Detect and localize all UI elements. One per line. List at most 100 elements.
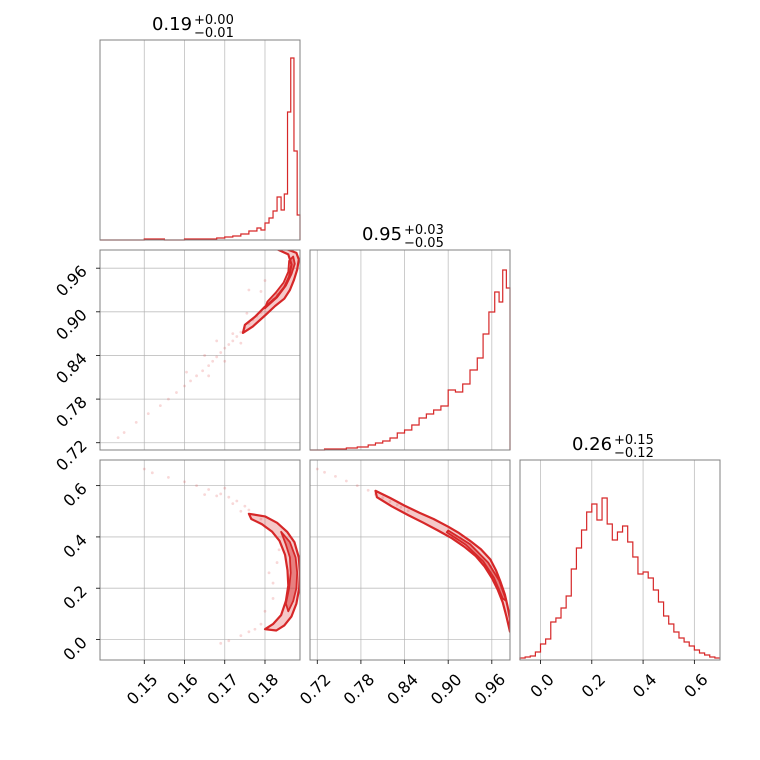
histogram-step-p1 <box>310 269 511 451</box>
sample-point <box>227 495 231 499</box>
x-tick-label-p1: 0.72 <box>296 670 335 709</box>
y-tick-label-p2: 0.2 <box>59 582 90 613</box>
sample-point <box>366 488 370 492</box>
sample-point <box>235 335 239 338</box>
hist-panel-p0: 0.19 +0.00−0.01 <box>99 13 301 241</box>
sample-point <box>388 500 392 503</box>
contour-inner <box>445 529 508 602</box>
sample-point <box>203 354 207 357</box>
sample-point <box>355 484 359 488</box>
sample-point <box>219 351 223 354</box>
x-tick-label-p2: 0.4 <box>629 670 660 701</box>
sample-point <box>277 548 281 552</box>
sample-point <box>211 359 215 363</box>
sample-point <box>231 502 235 505</box>
sample-point <box>231 339 235 343</box>
y-tick-label-p2: 0.4 <box>59 530 90 561</box>
sample-point <box>271 581 275 585</box>
x-tick-label-p0: 0.17 <box>203 670 242 709</box>
title-minus: −0.12 <box>614 446 654 461</box>
sample-point <box>334 475 337 478</box>
x-tick-label-p2: 0.0 <box>526 670 557 701</box>
title-plus: +0.00 <box>194 13 234 28</box>
histogram-step-p0 <box>100 57 301 241</box>
panel-frame <box>519 459 721 661</box>
y-tick-label-p1: 0.78 <box>52 392 91 431</box>
sample-point <box>315 467 319 471</box>
x-tick-label-p1: 0.96 <box>471 670 510 709</box>
x-tick-label-p0: 0.15 <box>123 670 162 709</box>
sample-point <box>239 509 243 513</box>
title-value: 0.26 <box>572 434 612 455</box>
sample-point <box>253 627 257 631</box>
title-value: 0.19 <box>152 14 192 35</box>
sample-point <box>323 470 326 474</box>
sample-point <box>207 374 211 378</box>
sample-point <box>175 391 178 394</box>
sample-point <box>203 493 207 497</box>
sample-point <box>259 290 263 293</box>
x-tick-label-p2: 0.2 <box>578 670 609 701</box>
panel-frame <box>309 459 511 661</box>
sample-point <box>239 341 243 345</box>
title-plus: +0.03 <box>404 223 444 238</box>
sample-point <box>122 431 126 434</box>
contour-inner <box>280 530 299 613</box>
sample-point <box>195 374 198 378</box>
sample-point <box>195 484 198 488</box>
panel-2d-p1-p2 <box>309 459 511 661</box>
panel-frame <box>309 249 511 451</box>
hist-panel-p2: 0.26 +0.15−0.12 <box>519 433 721 661</box>
sample-point <box>134 420 138 424</box>
sample-point <box>263 609 267 613</box>
sample-point <box>395 503 399 507</box>
hist-panel-p1: 0.95 +0.03−0.05 <box>309 223 511 451</box>
sample-point <box>215 355 219 359</box>
panel-frame <box>99 249 301 451</box>
title-minus: −0.05 <box>404 236 444 251</box>
sample-point <box>259 517 263 521</box>
sample-point <box>247 288 251 292</box>
hist-title-p0: 0.19 +0.00−0.01 <box>152 13 234 41</box>
hist-title-p1: 0.95 +0.03−0.05 <box>362 223 444 251</box>
sample-point <box>219 641 223 645</box>
sample-point <box>223 346 227 350</box>
x-tick-label-p1: 0.90 <box>427 670 466 709</box>
sample-point <box>146 412 150 416</box>
sample-point <box>235 499 239 503</box>
sample-point <box>158 404 162 408</box>
title-plus: +0.15 <box>614 433 654 448</box>
sample-point <box>142 467 146 471</box>
y-tick-label-p1: 0.72 <box>52 436 91 475</box>
sample-point <box>215 339 219 343</box>
sample-point <box>381 496 385 500</box>
contour-outer <box>374 489 510 633</box>
sample-point <box>201 369 205 373</box>
panel-2d-p0-p1 <box>99 249 301 451</box>
panel-2d-p0-p2 <box>99 459 301 661</box>
panel-frame <box>99 459 301 661</box>
title-minus: −0.01 <box>194 26 234 41</box>
sample-point <box>239 634 243 638</box>
x-tick-label-p2: 0.6 <box>680 670 711 701</box>
sample-point <box>399 505 403 509</box>
hist-title-p2: 0.26 +0.15−0.12 <box>572 433 654 461</box>
sample-point <box>271 597 275 600</box>
sample-point <box>150 471 154 475</box>
y-tick-label-p1: 0.96 <box>52 262 91 301</box>
sample-point <box>185 370 188 374</box>
sample-point <box>231 332 235 336</box>
x-tick-label-p1: 0.84 <box>383 670 422 709</box>
sample-point <box>219 492 223 496</box>
histogram-step-p2 <box>519 497 720 660</box>
sample-point <box>243 504 247 508</box>
y-tick-label-p2: 0.0 <box>59 633 90 664</box>
sample-point <box>167 476 170 479</box>
sample-point <box>116 436 120 440</box>
y-tick-label-p1: 0.90 <box>52 305 91 344</box>
sample-point <box>406 509 410 513</box>
x-tick-label-p0: 0.18 <box>244 670 283 709</box>
panel-frame <box>99 39 301 241</box>
sample-point <box>189 379 192 383</box>
